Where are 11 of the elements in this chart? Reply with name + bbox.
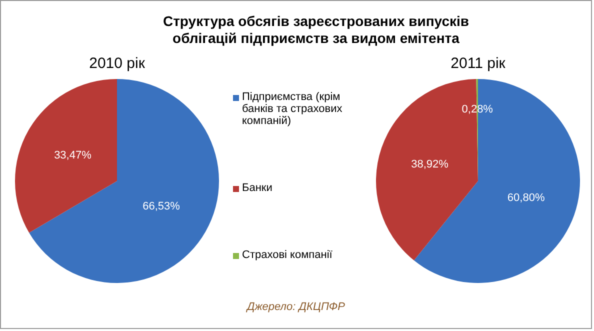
data-label: 60,80%: [507, 192, 545, 204]
data-label: 33,47%: [54, 150, 92, 162]
chart-subtitle: 2010 рік: [89, 55, 146, 72]
text: Джерело: ДКЦПФР: [246, 301, 345, 313]
legend-label: Банки: [242, 182, 272, 194]
data-label: 38,92%: [411, 158, 449, 170]
legend-label: Страхові компанії: [242, 249, 332, 261]
legend-label: Підприємства (крім банків та страхових компаній): [242, 91, 344, 127]
data-label: 66,53%: [142, 200, 180, 212]
chart-subtitle: 2011 рік: [450, 55, 506, 72]
text: Структура обсягів зареєстрованих випусків облігацій підприємств за видом емітента: [162, 13, 470, 47]
